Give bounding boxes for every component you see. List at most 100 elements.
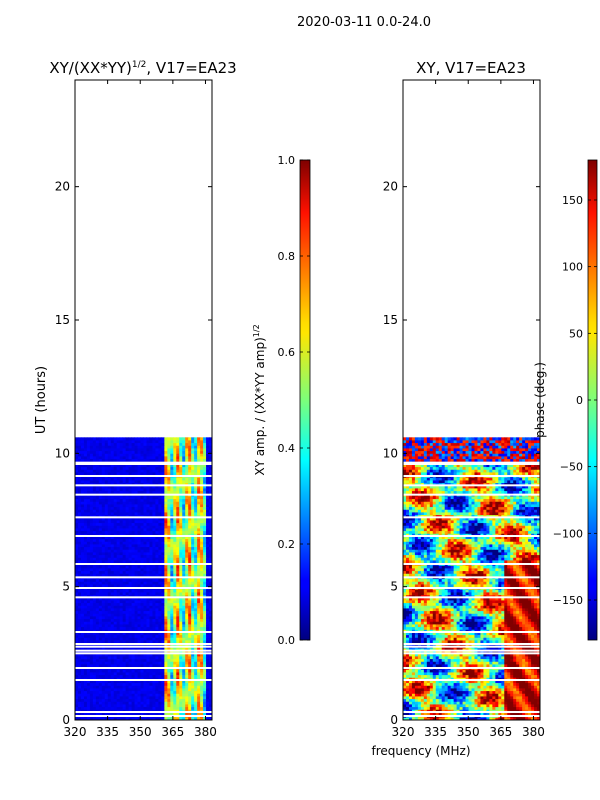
- heatmap-cell: [164, 717, 168, 720]
- heatmap-cell: [104, 650, 109, 654]
- heatmap-cell: [104, 698, 109, 702]
- heatmap-cell: [173, 482, 177, 486]
- heatmap-cell: [209, 656, 212, 660]
- heatmap-cell: [113, 570, 118, 574]
- heatmap-cell: [143, 509, 147, 513]
- heatmap-cell: [80, 610, 85, 614]
- heatmap-cell: [170, 480, 174, 484]
- heatmap-cell: [176, 613, 180, 617]
- heatmap-cell: [170, 437, 174, 441]
- heatmap-cell: [104, 634, 109, 638]
- heatmap-cell: [143, 600, 147, 604]
- heatmap-cell: [119, 525, 124, 529]
- heatmap-cell: [101, 514, 106, 518]
- heatmap-cell: [92, 498, 97, 502]
- heatmap-cell: [194, 482, 198, 486]
- heatmap-cell: [86, 565, 91, 569]
- heatmap-cell: [119, 637, 124, 641]
- heatmap-cell: [200, 664, 204, 668]
- heatmap-cell: [125, 485, 130, 489]
- heatmap-cell: [104, 637, 109, 641]
- heatmap-cell: [95, 581, 100, 585]
- heatmap-cell: [119, 557, 124, 561]
- heatmap-cell: [188, 573, 192, 577]
- heatmap-cell: [209, 618, 212, 622]
- heatmap-cell: [107, 669, 112, 673]
- heatmap-cell: [119, 698, 124, 702]
- heatmap-cell: [95, 546, 100, 550]
- heatmap-cell: [155, 536, 159, 540]
- heatmap-cell: [179, 696, 183, 700]
- heatmap-cell: [122, 589, 127, 593]
- heatmap-cell: [89, 592, 94, 596]
- heatmap-cell: [119, 664, 124, 668]
- heatmap-cell: [92, 584, 97, 588]
- heatmap-cell: [116, 592, 121, 596]
- heatmap-cell: [203, 648, 207, 652]
- heatmap-cell: [158, 674, 162, 678]
- heatmap-cell: [110, 525, 115, 529]
- heatmap-cell: [140, 477, 144, 481]
- heatmap-cell: [107, 688, 112, 692]
- heatmap-cell: [158, 437, 162, 441]
- heatmap-cell: [200, 485, 204, 489]
- heatmap-cell: [89, 440, 94, 444]
- heatmap-cell: [185, 528, 189, 532]
- heatmap-cell: [83, 480, 88, 484]
- heatmap-cell: [140, 650, 144, 654]
- heatmap-cell: [170, 640, 174, 644]
- heatmap-cell: [110, 640, 115, 644]
- heatmap-cell: [188, 560, 192, 564]
- heatmap-cell: [113, 536, 118, 540]
- heatmap-cell: [143, 602, 147, 606]
- heatmap-cell: [98, 442, 103, 446]
- heatmap-cell: [164, 565, 168, 569]
- heatmap-cell: [182, 517, 186, 521]
- heatmap-cell: [185, 597, 189, 601]
- heatmap-cell: [194, 573, 198, 577]
- heatmap-cell: [86, 448, 91, 452]
- heatmap-cell: [128, 509, 132, 513]
- heatmap-cell: [173, 618, 177, 622]
- heatmap-cell: [143, 592, 147, 596]
- heatmap-cell: [179, 520, 183, 524]
- heatmap-cell: [98, 573, 103, 577]
- heatmap-cell: [176, 554, 180, 558]
- heatmap-cell: [182, 698, 186, 702]
- heatmap-cell: [110, 533, 115, 537]
- heatmap-cell: [116, 570, 121, 574]
- heatmap-cell: [110, 565, 115, 569]
- heatmap-cell: [158, 605, 162, 609]
- heatmap-cell: [149, 546, 153, 550]
- heatmap-cell: [77, 605, 82, 609]
- heatmap-cell: [191, 472, 195, 476]
- heatmap-cell: [95, 685, 100, 689]
- heatmap-cell: [128, 709, 132, 713]
- heatmap-cell: [125, 552, 130, 556]
- heatmap-cell: [161, 442, 165, 446]
- heatmap-cell: [134, 448, 138, 452]
- heatmap-cell: [119, 506, 124, 510]
- heatmap-cell: [83, 653, 88, 657]
- heatmap-cell: [75, 688, 79, 692]
- heatmap-cell: [167, 517, 171, 521]
- heatmap-cell: [191, 672, 195, 676]
- heatmap-cell: [188, 701, 192, 705]
- heatmap-cell: [152, 565, 156, 569]
- heatmap-cell: [176, 624, 180, 628]
- heatmap-cell: [77, 437, 82, 441]
- heatmap-cell: [98, 568, 103, 572]
- heatmap-cell: [107, 448, 112, 452]
- heatmap-cell: [131, 717, 135, 720]
- heatmap-cell: [167, 704, 171, 708]
- heatmap-cell: [173, 661, 177, 665]
- heatmap-cell: [95, 437, 100, 441]
- heatmap-cell: [116, 677, 121, 681]
- heatmap-cell: [203, 696, 207, 700]
- heatmap-cell: [131, 661, 135, 665]
- heatmap-cell: [95, 674, 100, 678]
- heatmap-cell: [167, 538, 171, 542]
- heatmap-cell: [110, 546, 115, 550]
- heatmap-cell: [191, 573, 195, 577]
- heatmap-cell: [170, 637, 174, 641]
